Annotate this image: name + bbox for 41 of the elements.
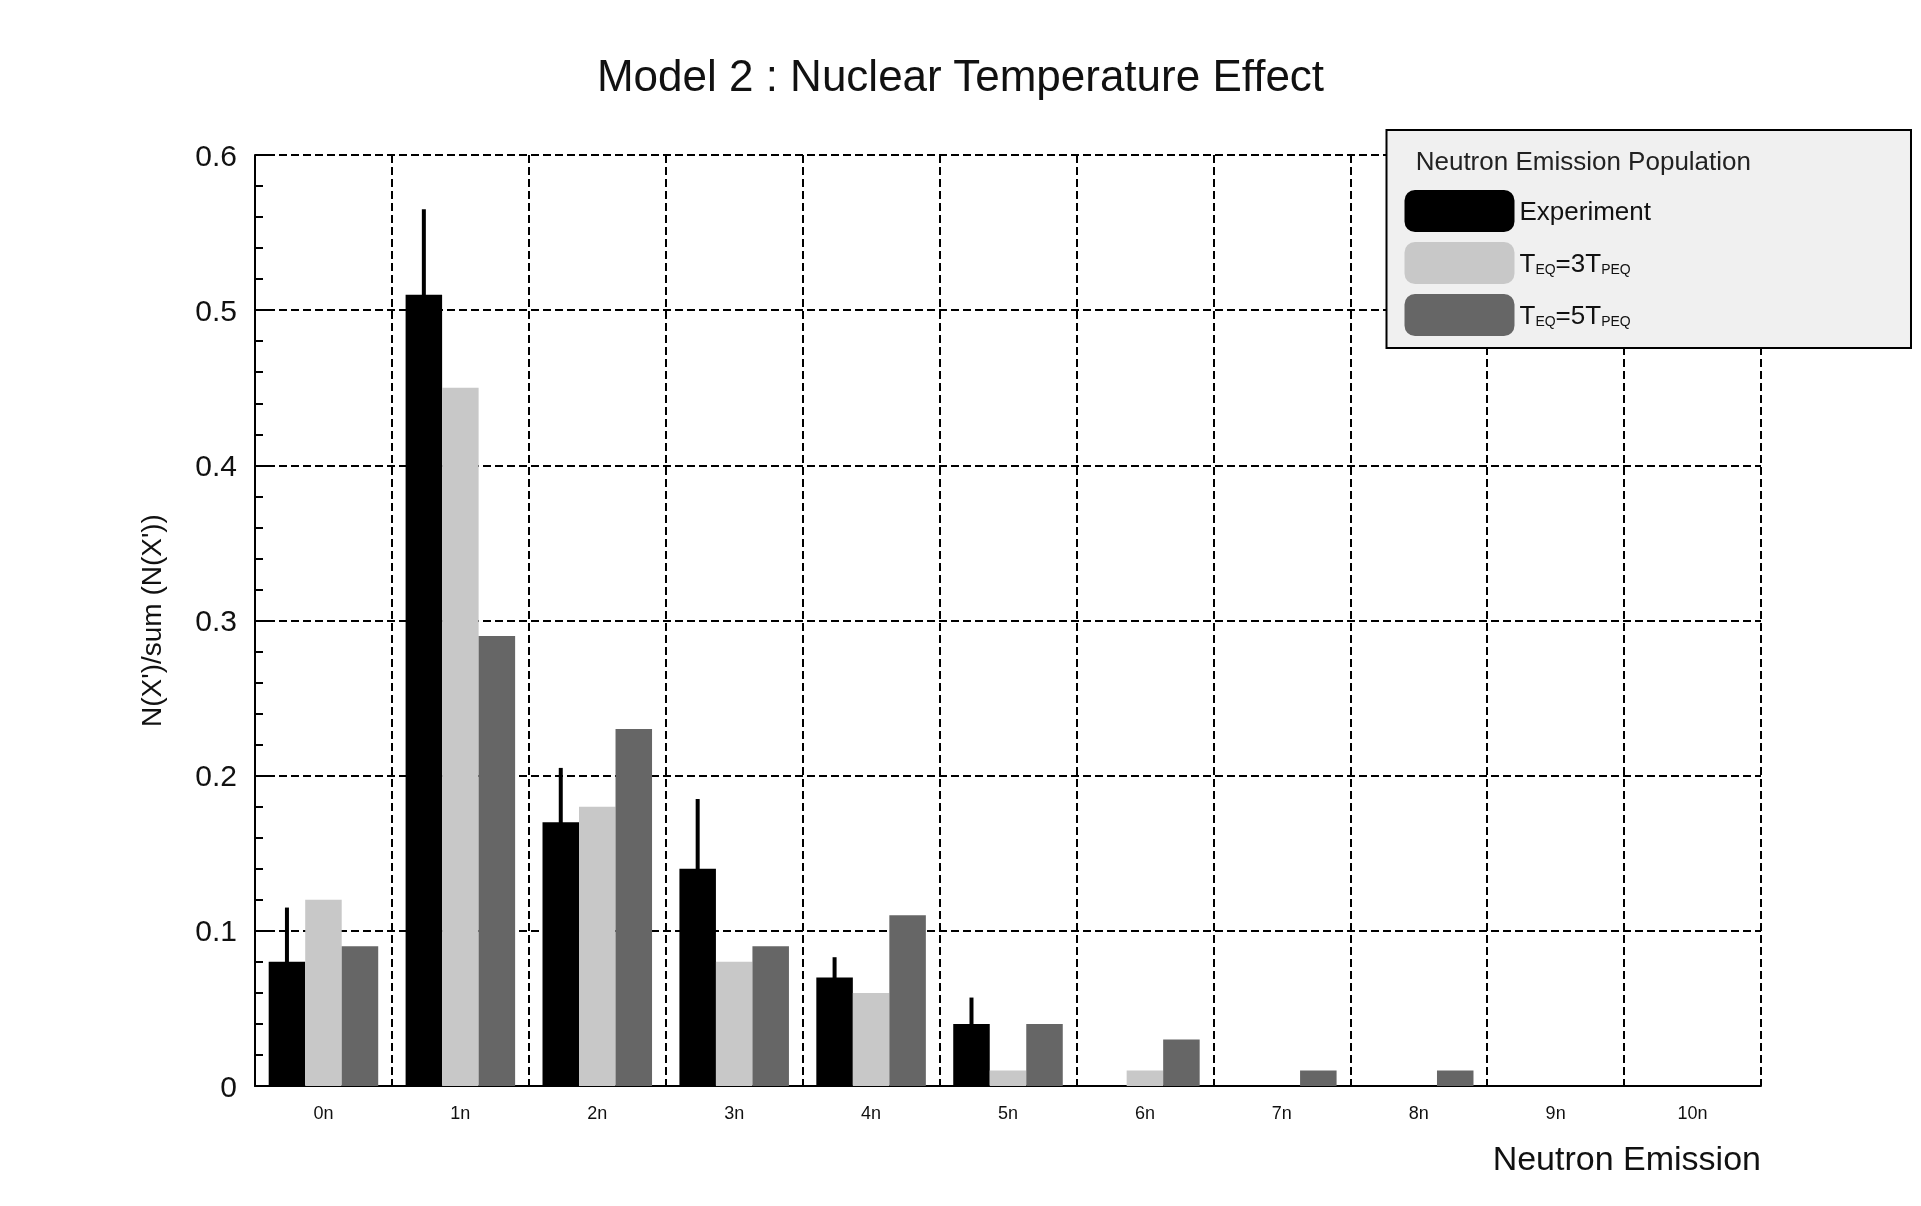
y-tick-label: 0.6 <box>195 138 237 172</box>
y-tick-label: 0.5 <box>195 293 237 327</box>
bar <box>1163 1039 1200 1086</box>
legend-label: TEQ=3TPEQ <box>1519 248 1631 278</box>
bar <box>989 1070 1027 1086</box>
bar <box>341 946 379 1086</box>
x-tick-label: 0n <box>313 1103 334 1123</box>
y-tick-label: 0 <box>220 1069 237 1103</box>
x-tick-label: 8n <box>1408 1103 1429 1123</box>
bar <box>752 946 789 1086</box>
bar <box>889 915 926 1086</box>
y-tick-label: 0.4 <box>195 448 237 482</box>
bar <box>1436 1070 1474 1086</box>
bar <box>1300 1070 1337 1086</box>
x-tick-label: 9n <box>1545 1103 1566 1123</box>
x-tick-label: 1n <box>450 1103 471 1123</box>
x-tick-label: 3n <box>724 1103 745 1123</box>
y-tick-label: 0.2 <box>195 759 237 793</box>
legend-label: TEQ=5TPEQ <box>1519 300 1631 330</box>
bar <box>1026 1023 1063 1086</box>
x-tick-label: 2n <box>587 1103 608 1123</box>
x-tick-label: 4n <box>861 1103 882 1123</box>
legend-title: Neutron Emission Population <box>1415 146 1751 176</box>
bar <box>715 961 753 1086</box>
bar <box>478 636 516 1086</box>
bar <box>1126 1070 1164 1086</box>
bar <box>615 729 653 1086</box>
y-tick-label: 0.1 <box>195 914 237 948</box>
bar <box>442 387 479 1086</box>
x-axis-title: Neutron Emission <box>1492 1139 1761 1177</box>
x-tick-label: 6n <box>1134 1103 1155 1123</box>
y-axis-title: N(X')/sum (N(X')) <box>135 514 167 727</box>
bar <box>579 806 616 1086</box>
legend-label: Experiment <box>1519 196 1652 226</box>
bar <box>852 992 890 1086</box>
y-tick-label: 0.3 <box>195 604 237 637</box>
x-tick-label: 10n <box>1677 1103 1708 1123</box>
bar <box>305 899 342 1086</box>
x-tick-label: 5n <box>997 1103 1019 1123</box>
chart-title: Model 2 : Nuclear Temperature Effect <box>596 50 1325 100</box>
x-tick-label: 7n <box>1271 1103 1292 1123</box>
